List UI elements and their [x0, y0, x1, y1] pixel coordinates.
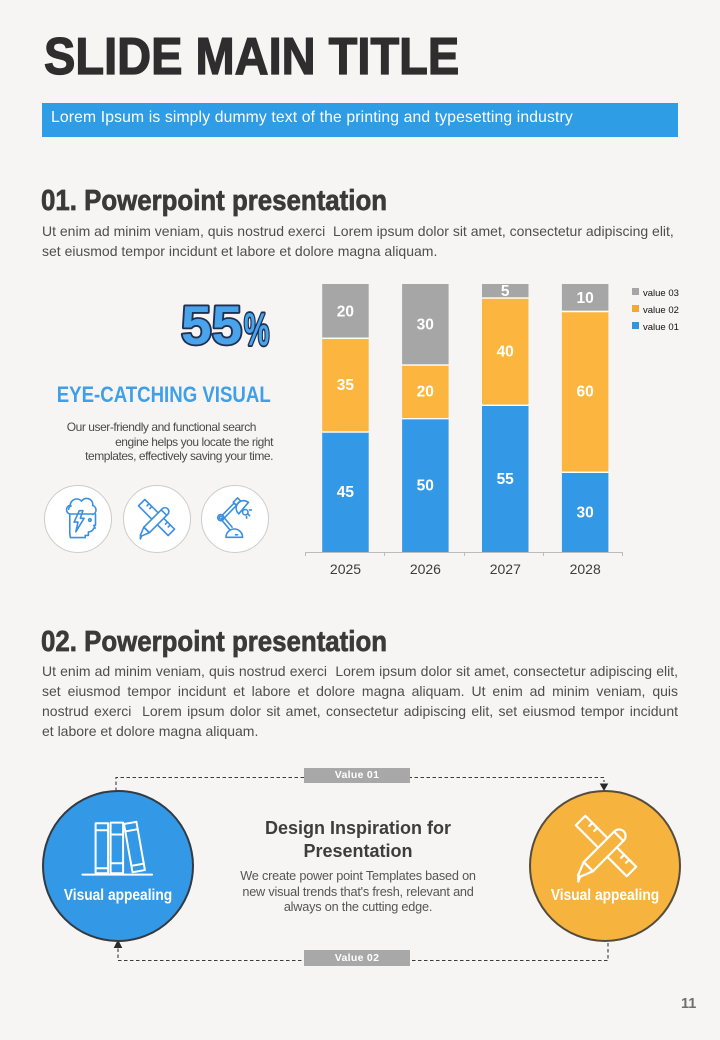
svg-text:%: % — [244, 304, 269, 354]
svg-text:10: 10 — [576, 290, 593, 307]
svg-text:value 01: value 01 — [643, 322, 679, 333]
svg-text:55: 55 — [181, 294, 242, 354]
svg-text:2025: 2025 — [330, 561, 361, 577]
svg-text:50: 50 — [417, 478, 434, 495]
svg-text:30: 30 — [417, 317, 434, 334]
svg-text:5: 5 — [501, 283, 510, 300]
svg-text:60: 60 — [576, 384, 593, 401]
svg-text:35: 35 — [337, 377, 355, 394]
svg-text:30: 30 — [576, 504, 593, 521]
svg-text:45: 45 — [337, 484, 355, 501]
svg-text:55: 55 — [497, 471, 515, 488]
svg-text:2027: 2027 — [490, 561, 521, 577]
svg-text:value 02: value 02 — [643, 305, 679, 316]
svg-text:2028: 2028 — [570, 561, 601, 577]
svg-text:value 03: value 03 — [643, 288, 679, 299]
svg-text:40: 40 — [497, 344, 514, 361]
svg-text:20: 20 — [417, 384, 434, 401]
svg-text:2026: 2026 — [410, 561, 441, 577]
svg-text:20: 20 — [337, 303, 354, 320]
